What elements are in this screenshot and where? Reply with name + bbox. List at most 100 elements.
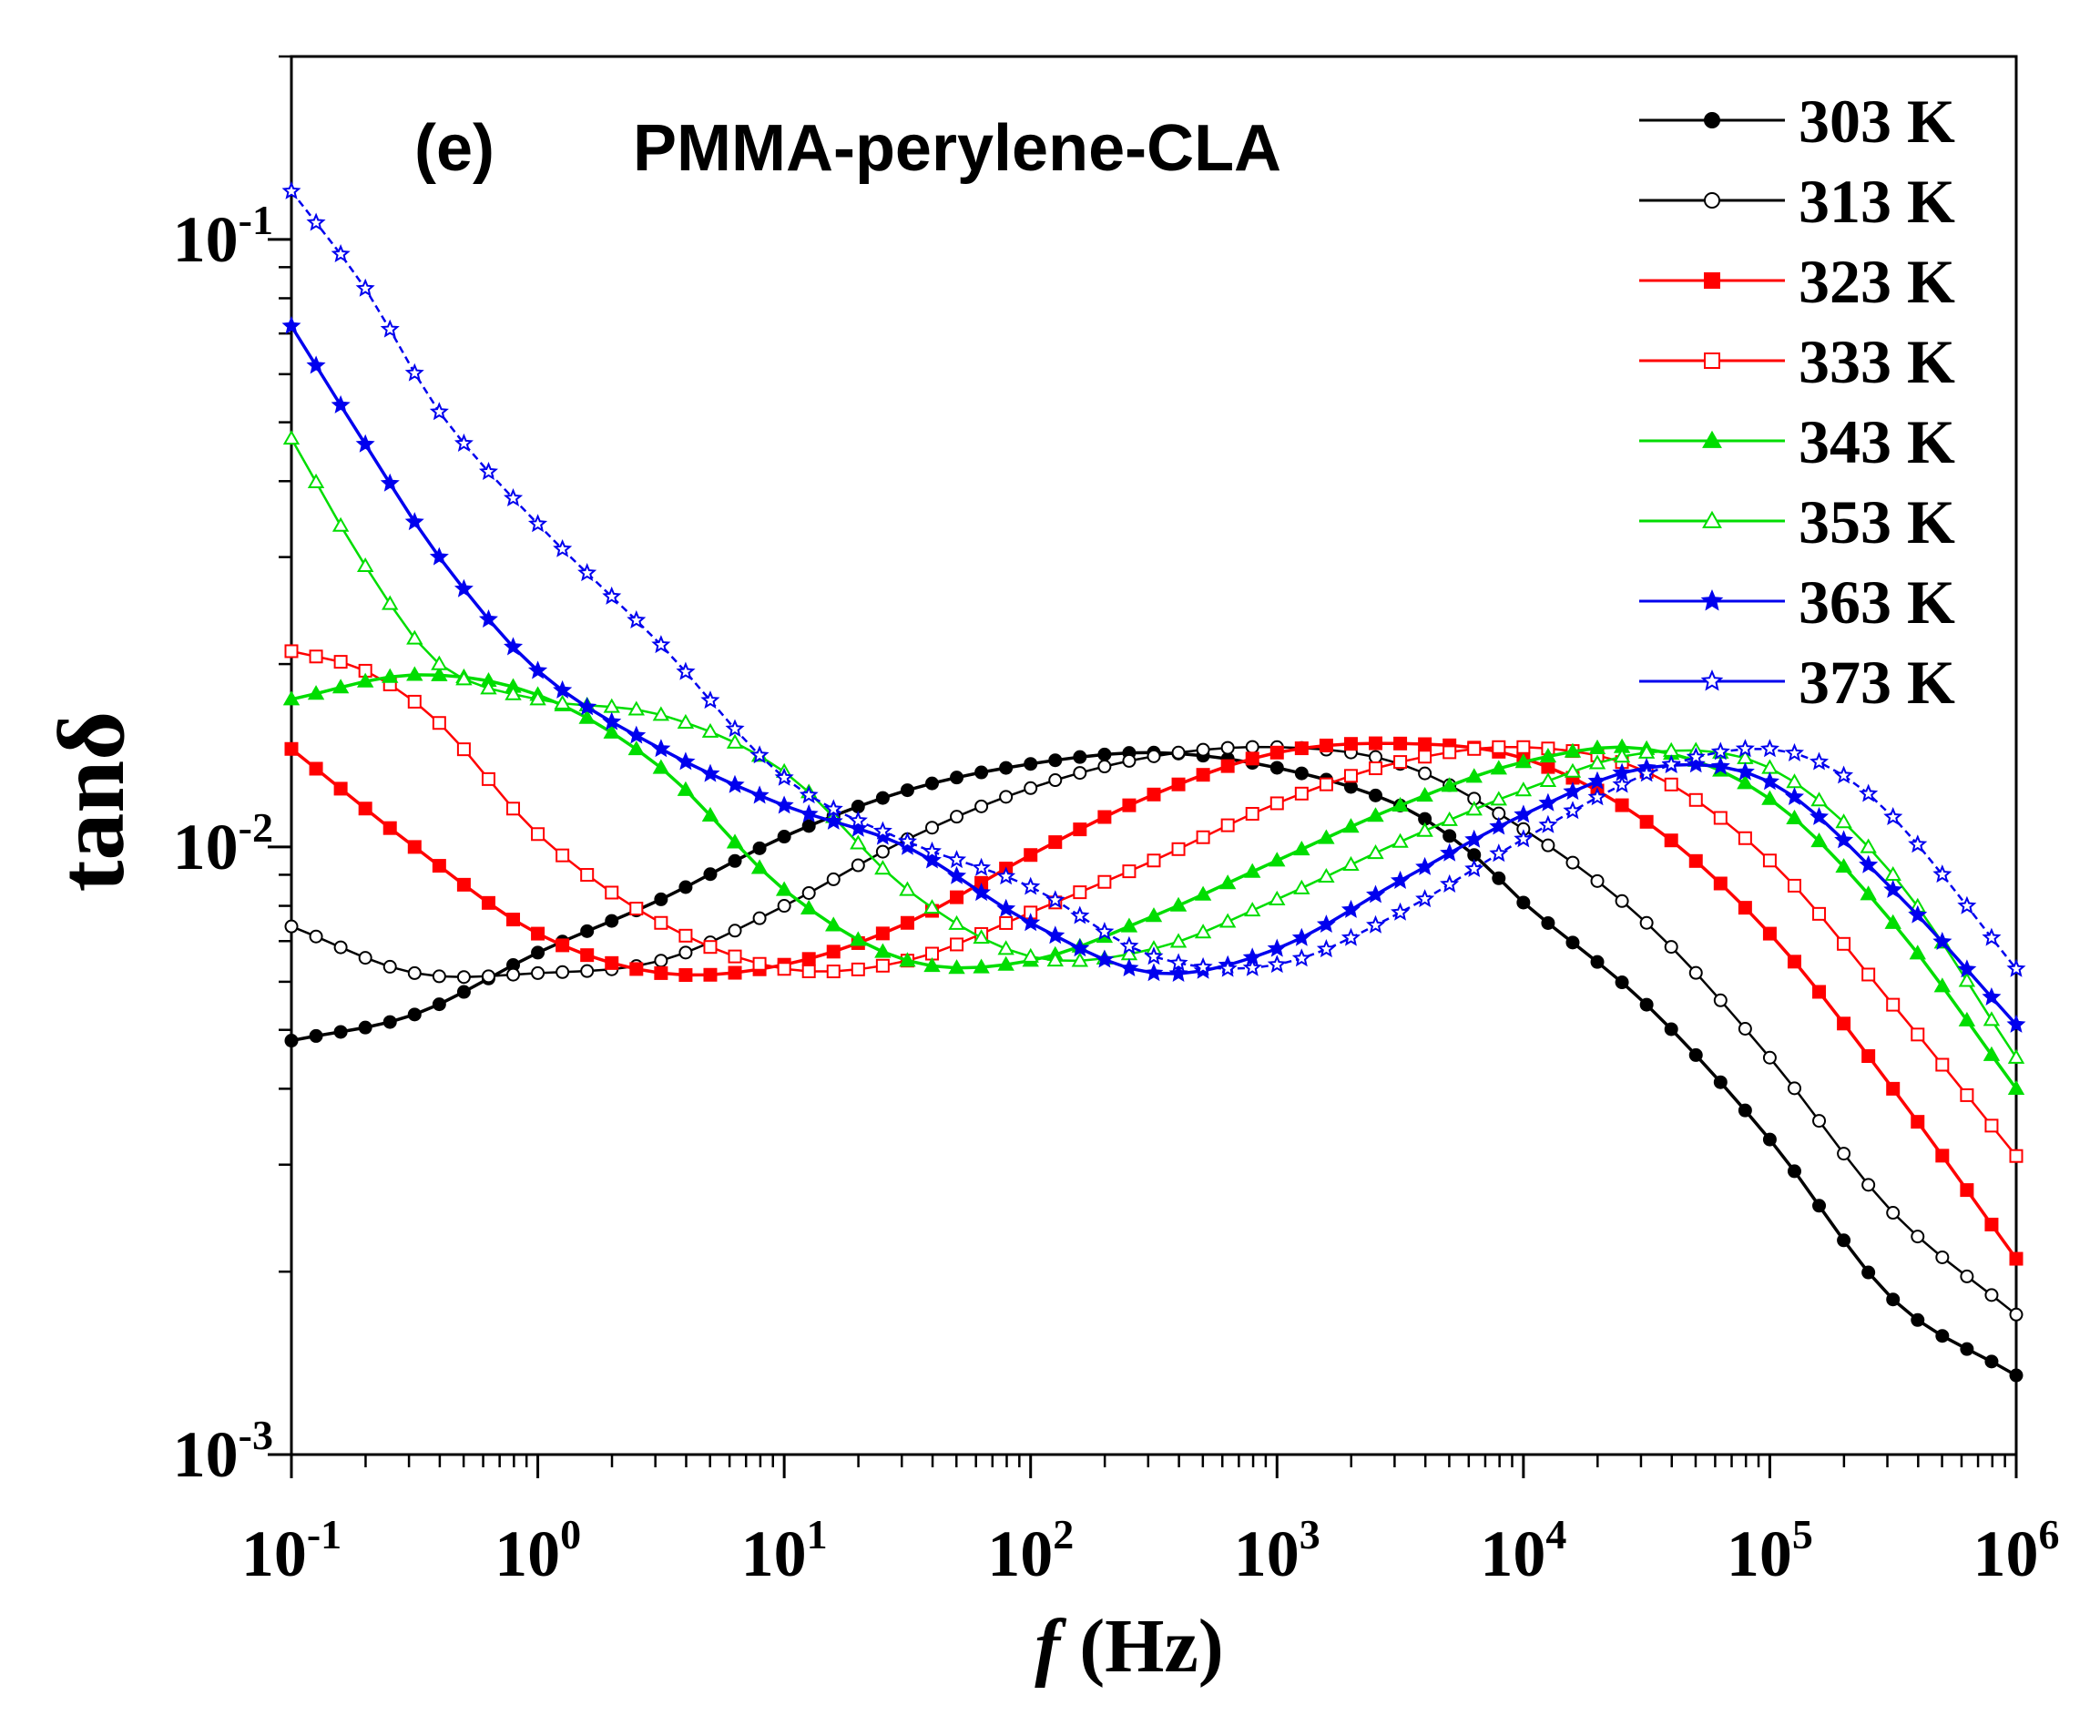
data-point	[823, 799, 843, 818]
data-point	[1245, 751, 1259, 766]
data-point	[1935, 1250, 1950, 1264]
data-point	[1737, 774, 1754, 790]
data-point	[1024, 757, 1038, 771]
data-point	[1269, 796, 1284, 811]
data-point	[1710, 756, 1730, 775]
data-point	[948, 914, 965, 930]
data-point	[1539, 747, 1557, 763]
data-point	[1046, 952, 1064, 967]
data-point	[801, 952, 816, 966]
x-tick-exponent: 2	[1053, 1511, 1074, 1557]
data-point	[1565, 855, 1580, 870]
data-point	[1984, 1288, 1999, 1302]
data-point	[1442, 829, 1457, 843]
x-tick-exponent: 4	[1545, 1511, 1566, 1557]
data-point	[1812, 1114, 1827, 1128]
data-point	[1587, 787, 1607, 806]
data-point	[531, 945, 545, 960]
data-point	[331, 394, 351, 414]
data-point	[973, 958, 990, 974]
data-point	[1021, 876, 1041, 895]
data-point	[1590, 955, 1605, 969]
data-point	[922, 850, 942, 869]
x-tick-base: 10	[1727, 1517, 1792, 1590]
data-point	[1812, 1199, 1827, 1213]
data-point	[407, 965, 422, 980]
data-point	[1810, 832, 1828, 848]
data-point	[1269, 761, 1284, 775]
data-point	[380, 319, 400, 338]
data-point	[703, 940, 718, 955]
data-point	[577, 697, 597, 716]
data-point	[306, 355, 326, 374]
data-point	[1073, 822, 1087, 837]
data-point	[1245, 806, 1259, 821]
data-point	[1911, 1312, 1925, 1327]
x-tick-label: 106	[1973, 1511, 2060, 1590]
data-point	[1073, 885, 1087, 900]
data-point	[1759, 771, 1779, 791]
data-point	[1860, 885, 1877, 901]
x-tick-base: 10	[494, 1517, 560, 1590]
data-point	[432, 997, 446, 1012]
legend-label: 373 K	[1799, 648, 1955, 717]
data-point	[897, 832, 918, 851]
data-point	[726, 733, 744, 749]
data-point	[1541, 838, 1555, 853]
data-point	[1809, 806, 1830, 825]
data-point	[1932, 864, 1952, 883]
x-tick-label: 10-1	[241, 1511, 342, 1590]
data-point	[1984, 1217, 1999, 1231]
data-point	[1343, 780, 1358, 794]
data-point	[1735, 739, 1755, 758]
data-point	[752, 956, 767, 971]
data-point	[1392, 796, 1409, 812]
data-point	[1095, 949, 1115, 968]
data-point	[1119, 957, 1139, 976]
data-point	[1909, 945, 1926, 960]
data-point	[900, 783, 914, 798]
data-point	[358, 951, 372, 965]
data-point	[578, 709, 596, 724]
data-point	[654, 954, 668, 968]
x-tick-label: 104	[1480, 1511, 1566, 1590]
data-point	[1369, 761, 1383, 776]
data-point	[1294, 766, 1309, 781]
data-point	[1738, 1022, 1752, 1036]
data-point	[1688, 853, 1703, 868]
data-point	[1369, 736, 1383, 751]
data-point	[431, 655, 448, 670]
data-point	[1267, 938, 1287, 957]
data-point	[2009, 1368, 2024, 1383]
data-point	[1171, 745, 1186, 760]
data-point	[1713, 876, 1728, 891]
data-point	[1541, 760, 1555, 774]
data-point	[1884, 914, 1901, 929]
data-point	[774, 795, 794, 814]
data-point	[1908, 904, 1928, 924]
data-point	[1735, 761, 1755, 781]
data-point	[848, 811, 868, 830]
data-point	[728, 853, 742, 868]
data-point	[480, 679, 497, 695]
data-point	[972, 883, 992, 902]
data-point	[1269, 890, 1286, 906]
data-point	[1688, 792, 1703, 807]
data-point	[603, 698, 620, 713]
data-point	[1639, 997, 1654, 1012]
data-point	[1366, 914, 1386, 934]
data-point	[1169, 933, 1188, 948]
data-point	[333, 781, 348, 796]
x-tick-exponent: 1	[807, 1511, 828, 1557]
data-point	[1393, 755, 1408, 770]
data-point	[1812, 985, 1827, 999]
data-point	[382, 595, 399, 610]
data-point	[678, 968, 693, 983]
data-point	[749, 745, 770, 764]
data-point	[529, 690, 546, 706]
data-point	[1613, 748, 1631, 763]
data-point	[1883, 879, 1903, 898]
data-point	[1982, 986, 2002, 1006]
data-point	[654, 892, 668, 906]
